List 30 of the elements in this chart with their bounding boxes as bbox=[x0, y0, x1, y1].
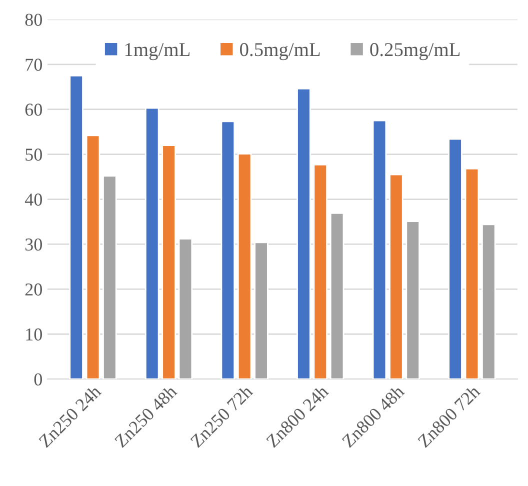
y-tick-label: 30 bbox=[25, 238, 42, 251]
y-tick-label: 50 bbox=[26, 148, 42, 161]
y-tick-label: 70 bbox=[26, 58, 42, 71]
bar bbox=[86, 134, 100, 380]
bar bbox=[389, 174, 404, 380]
bar bbox=[406, 220, 420, 380]
bar bbox=[372, 120, 387, 380]
y-tick-label: 60 bbox=[25, 104, 42, 116]
bar bbox=[313, 164, 328, 380]
bar bbox=[330, 212, 344, 380]
bar bbox=[144, 107, 160, 380]
y-tick-label: 10 bbox=[26, 328, 42, 341]
bar bbox=[237, 153, 252, 380]
y-tick-label: 80 bbox=[25, 14, 42, 26]
legend-label: 1mg/mL bbox=[125, 43, 190, 60]
legend-label: 0.25mg/mL bbox=[370, 43, 460, 60]
bar bbox=[102, 175, 117, 380]
bar bbox=[448, 138, 462, 380]
bar bbox=[296, 88, 311, 380]
y-tick-label: 0 bbox=[34, 373, 42, 386]
legend-label: 0.5mg/mL bbox=[240, 43, 320, 60]
bar bbox=[482, 224, 496, 380]
y-tick-label: 40 bbox=[24, 194, 42, 206]
bar bbox=[464, 168, 480, 380]
y-tick-label: 20 bbox=[25, 283, 42, 296]
bar bbox=[178, 238, 193, 380]
bar bbox=[69, 74, 84, 380]
bar bbox=[220, 120, 236, 380]
bar bbox=[254, 242, 268, 380]
bar bbox=[162, 144, 176, 380]
